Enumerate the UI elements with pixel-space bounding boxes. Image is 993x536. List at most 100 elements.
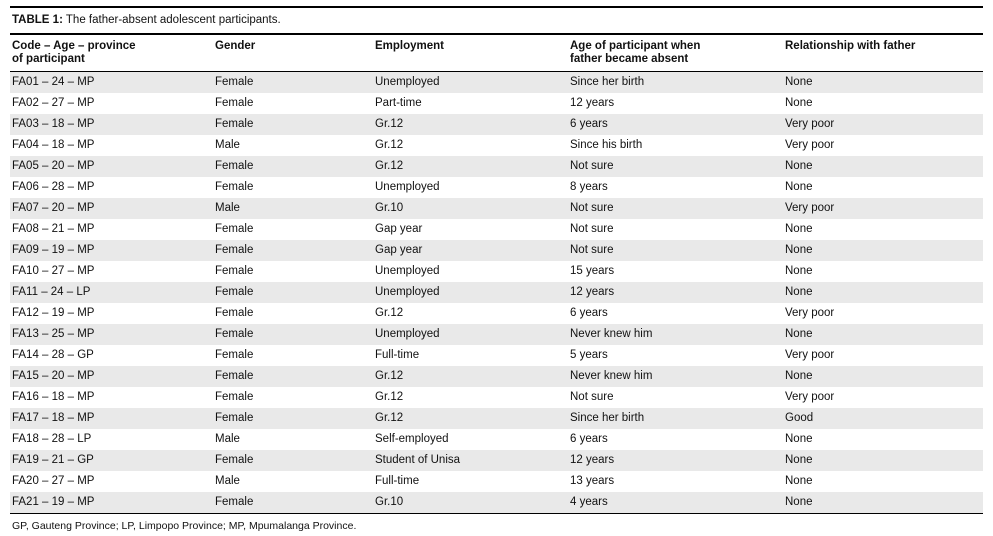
table-footnote: GP, Gauteng Province; LP, Limpopo Provin… — [12, 520, 357, 532]
table-cell: Part-time — [375, 97, 422, 109]
table-cell: Unemployed — [375, 181, 440, 193]
table-cell: Gr.12 — [375, 370, 404, 382]
table-cell: Very poor — [785, 349, 835, 361]
table-cell: Full-time — [375, 475, 420, 487]
table-cell: Very poor — [785, 202, 835, 214]
table-cell: Unemployed — [375, 286, 440, 298]
table-cell: Female — [215, 286, 254, 298]
table-cell: FA21 – 19 – MP — [12, 496, 95, 508]
table-cell: FA02 – 27 – MP — [12, 97, 95, 109]
table-cell: Female — [215, 76, 254, 88]
table-row: FA04 – 18 – MP Male Gr.12 Since his birth Ve… — [10, 135, 983, 156]
table-cell: Female — [215, 307, 254, 319]
table-cell: Female — [215, 181, 254, 193]
table-cell: Female — [215, 265, 254, 277]
table-cell: Female — [215, 370, 254, 382]
table-cell: 15 years — [570, 265, 615, 277]
table-row: FA08 – 21 – MP Female Gap year Not sure None — [10, 219, 983, 240]
table-cell: Unemployed — [375, 76, 440, 88]
table-cell: 6 years — [570, 118, 608, 130]
table-row: FA18 – 28 – LP Male Self-employed 6 years No… — [10, 429, 983, 450]
table-cell: Good — [785, 412, 814, 424]
table-title: The father-absent adolescent participant… — [65, 14, 281, 26]
table-cell: FA10 – 27 – MP — [12, 265, 95, 277]
table-cell: None — [785, 76, 813, 88]
table-cell: Female — [215, 496, 254, 508]
table-cell: None — [785, 475, 813, 487]
table-cell: FA08 – 21 – MP — [12, 223, 95, 235]
table-cell: 4 years — [570, 496, 608, 508]
table-cell: FA09 – 19 – MP — [12, 244, 95, 256]
table-row: FA11 – 24 – LP Female Unemployed 12 years No… — [10, 282, 983, 303]
table-cell: Not sure — [570, 202, 614, 214]
table-cell: Gr.12 — [375, 412, 404, 424]
table-cell: 8 years — [570, 181, 608, 193]
table-caption: TABLE 1: The father-absent adolescent pa… — [10, 6, 983, 33]
table-cell: 12 years — [570, 286, 615, 298]
table-cell: FA06 – 28 – MP — [12, 181, 95, 193]
table-cell: FA12 – 19 – MP — [12, 307, 95, 319]
table-cell: Unemployed — [375, 328, 440, 340]
table-cell: None — [785, 160, 813, 172]
column-header-employment: Employment — [373, 34, 568, 72]
table-cell: None — [785, 433, 813, 445]
table-cell: None — [785, 265, 813, 277]
column-header-relationship: Relationship with father — [783, 34, 983, 72]
table-cell: None — [785, 244, 813, 256]
table-cell: Gap year — [375, 244, 423, 256]
table-cell: FA15 – 20 – MP — [12, 370, 95, 382]
table-cell: None — [785, 496, 813, 508]
table-cell: Female — [215, 391, 254, 403]
table-cell: None — [785, 97, 813, 109]
table-cell: None — [785, 328, 813, 340]
table-row: FA17 – 18 – MP Female Gr.12 Since her birth… — [10, 408, 983, 429]
table-cell: Not sure — [570, 391, 614, 403]
table-cell: FA07 – 20 – MP — [12, 202, 95, 214]
table-cell: 5 years — [570, 349, 608, 361]
table-row: FA12 – 19 – MP Female Gr.12 6 years Very poo… — [10, 303, 983, 324]
table-cell: FA01 – 24 – MP — [12, 76, 95, 88]
table-cell: FA18 – 28 – LP — [12, 433, 92, 445]
table-cell: FA20 – 27 – MP — [12, 475, 95, 487]
table-row: FA09 – 19 – MP Female Gap year Not sure None — [10, 240, 983, 261]
table-cell: Self-employed — [375, 433, 449, 445]
table-cell: Gr.10 — [375, 202, 404, 214]
table-cell: None — [785, 370, 813, 382]
table-row: FA15 – 20 – MP Female Gr.12 Never knew him N… — [10, 366, 983, 387]
table-cell: Female — [215, 118, 254, 130]
table-cell: Female — [215, 454, 254, 466]
table-cell: FA05 – 20 – MP — [12, 160, 95, 172]
table-cell: Student of Unisa — [375, 454, 461, 466]
table-cell: Female — [215, 223, 254, 235]
table-row: FA03 – 18 – MP Female Gr.12 6 years Very poo… — [10, 114, 983, 135]
table-cell: Female — [215, 244, 254, 256]
table-cell: Very poor — [785, 118, 835, 130]
table-row: FA21 – 19 – MP Female Gr.10 4 years None — [10, 492, 983, 514]
column-header-gender: Gender — [213, 34, 373, 72]
table-cell: Gr.10 — [375, 496, 404, 508]
table-cell: Male — [215, 475, 240, 487]
table-row: FA02 – 27 – MP Female Part-time 12 years Non… — [10, 93, 983, 114]
column-header-age-absent: Age of participant when father became ab… — [568, 34, 783, 72]
table-cell: Male — [215, 139, 240, 151]
table-cell: Gr.12 — [375, 391, 404, 403]
table-cell: Female — [215, 328, 254, 340]
table-cell: None — [785, 454, 813, 466]
table-cell: FA17 – 18 – MP — [12, 412, 95, 424]
table-cell: Female — [215, 349, 254, 361]
column-header-code: Code – Age – province of participant — [10, 34, 213, 72]
table-cell: Male — [215, 202, 240, 214]
table-cell: 12 years — [570, 454, 615, 466]
table-row: FA05 – 20 – MP Female Gr.12 Not sure None — [10, 156, 983, 177]
table-cell: Gr.12 — [375, 160, 404, 172]
table-cell: 13 years — [570, 475, 615, 487]
table-row: FA19 – 21 – GP Female Student of Unisa 12 y… — [10, 450, 983, 471]
table-label: TABLE 1: — [12, 14, 63, 26]
table-cell: FA14 – 28 – GP — [12, 349, 94, 361]
table-cell: 6 years — [570, 433, 608, 445]
table-cell: None — [785, 223, 813, 235]
table-row: FA10 – 27 – MP Female Unemployed 15 years No… — [10, 261, 983, 282]
table-cell: Gap year — [375, 223, 423, 235]
table-cell: 6 years — [570, 307, 608, 319]
